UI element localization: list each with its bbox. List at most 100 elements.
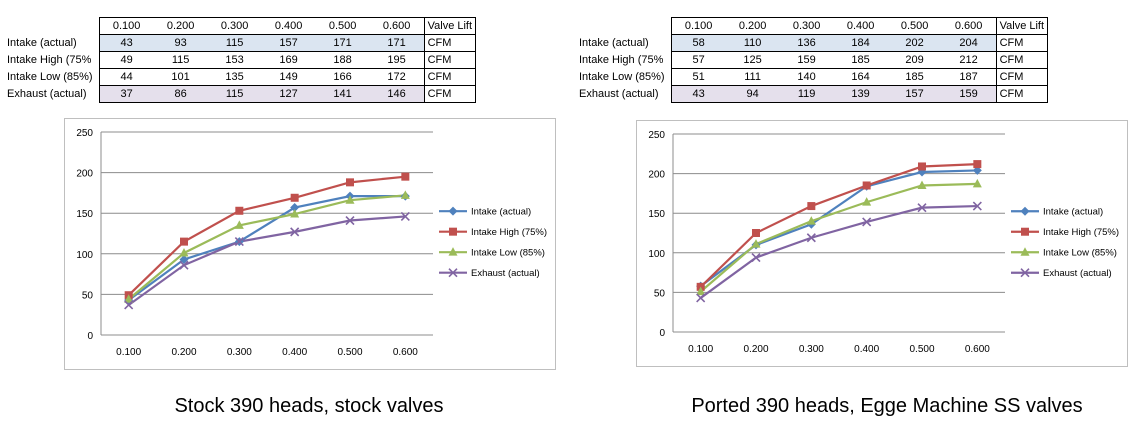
y-tick-label: 100 xyxy=(76,250,93,261)
table-row: Intake Low (85%) 44 101 135 149 166 172 CFM xyxy=(4,68,477,86)
data-point xyxy=(751,239,761,248)
table-header-cell: 0.200 xyxy=(153,17,208,35)
data-point xyxy=(917,180,927,189)
flow-table: 0.100 0.200 0.300 0.400 0.500 0.600 Valve Lift… xyxy=(4,17,477,103)
line-chart: 0 50 100 150 200 250 0.100 0.200 0.300 0.400 0.500… xyxy=(76,128,547,358)
table-cell: 212 xyxy=(941,51,997,69)
legend-label: Exhaust (actual) xyxy=(1043,268,1112,279)
x-tick-label: 0.600 xyxy=(965,344,990,355)
data-point xyxy=(401,172,410,181)
table-row: Intake High (75% 57 125 159 185 209 212 CFM xyxy=(576,51,1049,69)
series-line xyxy=(127,175,406,297)
table-row-label: Exhaust (actual) xyxy=(7,88,87,100)
data-point xyxy=(345,195,355,204)
table-cell: 185 xyxy=(887,68,942,86)
table-row-label: Intake High (75% xyxy=(7,54,92,66)
y-tick-label: 250 xyxy=(648,130,665,141)
y-tick-label: 100 xyxy=(648,249,665,260)
table-header-cell: 0.300 xyxy=(207,17,262,35)
table-row: Intake (actual) 43 93 115 157 171 171 CFM xyxy=(4,34,477,52)
table-row-label: Intake (actual) xyxy=(7,37,77,49)
table-cell: 159 xyxy=(941,85,997,103)
table-row: Intake Low (85%) 51 111 140 164 185 187 CFM xyxy=(576,68,1049,86)
x-tick-label: 0.600 xyxy=(393,347,418,358)
table-header-cell: 0.400 xyxy=(261,17,316,35)
data-point xyxy=(1020,268,1030,278)
table-cell: 146 xyxy=(369,85,425,103)
y-tick-label: 0 xyxy=(87,331,93,342)
table-unit: CFM xyxy=(995,68,1049,86)
data-point xyxy=(346,178,354,187)
table-cell: 204 xyxy=(941,34,997,52)
table-header-label: Valve Lift xyxy=(995,17,1049,35)
data-point xyxy=(448,206,458,216)
table-cell: 94 xyxy=(725,85,780,103)
data-point xyxy=(400,190,410,199)
data-point xyxy=(696,286,706,296)
data-point xyxy=(973,160,982,169)
data-point xyxy=(179,254,189,264)
data-point xyxy=(124,294,134,303)
data-point xyxy=(972,165,982,175)
table-header-cell: 0.100 xyxy=(98,17,154,35)
table-unit: CFM xyxy=(995,85,1049,103)
table-cell: 202 xyxy=(887,34,942,52)
table-cell: 195 xyxy=(369,51,425,69)
table-header-cell: 0.200 xyxy=(725,17,780,35)
data-point xyxy=(1020,206,1030,216)
table-cell: 187 xyxy=(941,68,997,86)
x-tick-label: 0.500 xyxy=(337,347,362,358)
table-cell: 37 xyxy=(98,85,154,103)
panel-stock: 0.100 0.200 0.300 0.400 0.500 0.600 Valve Lift… xyxy=(0,0,560,433)
x-tick-label: 0.200 xyxy=(171,347,196,358)
data-point xyxy=(862,181,871,190)
legend-label: Intake (actual) xyxy=(1043,207,1103,218)
data-point xyxy=(448,268,458,278)
data-point xyxy=(752,229,760,237)
data-point xyxy=(1021,227,1029,236)
data-point xyxy=(1020,247,1030,256)
chart-frame: 0 50 100 150 200 250 0.100 0.200 0.300 0.400 0.500… xyxy=(64,118,556,370)
legend-label: Intake Low (85%) xyxy=(1043,248,1117,259)
data-point xyxy=(972,201,982,211)
table-header-cell: 0.500 xyxy=(315,17,370,35)
data-point xyxy=(696,293,706,303)
table-cell: 169 xyxy=(261,51,316,69)
series-line xyxy=(128,195,406,301)
table-header-cell: 0.100 xyxy=(670,17,726,35)
table-cell: 51 xyxy=(670,68,726,86)
data-point xyxy=(807,202,816,211)
table-unit: CFM xyxy=(423,51,477,69)
data-point xyxy=(449,227,457,236)
table-header-cell: 0.600 xyxy=(941,17,997,35)
table-cell: 140 xyxy=(779,68,834,86)
legend-label: Intake Low (85%) xyxy=(471,248,545,259)
table-row-label: Intake Low (85%) xyxy=(7,71,93,83)
y-tick-label: 150 xyxy=(648,209,665,220)
data-point xyxy=(862,217,872,227)
series-line xyxy=(699,162,978,288)
table-corner xyxy=(576,18,671,35)
table-row: Intake High (75% 49 115 153 169 188 195 CFM xyxy=(4,51,477,69)
table-cell: 127 xyxy=(261,85,316,103)
data-point xyxy=(917,203,927,213)
table-cell: 115 xyxy=(207,34,262,52)
data-point xyxy=(918,162,926,171)
x-tick-label: 0.200 xyxy=(743,344,768,355)
table-header-label: Valve Lift xyxy=(423,17,477,35)
table-cell: 164 xyxy=(833,68,888,86)
table-cell: 93 xyxy=(153,34,208,52)
table-cell: 111 xyxy=(725,68,780,86)
y-tick-label: 250 xyxy=(76,128,93,139)
table-row: Intake (actual) 58 110 136 184 202 204 CFM xyxy=(576,34,1049,52)
table-cell: 136 xyxy=(779,34,834,52)
table-cell: 86 xyxy=(153,85,208,103)
x-tick-label: 0.500 xyxy=(909,344,934,355)
data-point xyxy=(290,227,300,237)
y-tick-label: 200 xyxy=(648,170,665,181)
y-tick-label: 150 xyxy=(76,209,93,220)
table-header-cell: 0.600 xyxy=(369,17,425,35)
x-tick-label: 0.100 xyxy=(688,344,713,355)
series-line xyxy=(699,182,978,293)
data-point xyxy=(972,178,982,188)
